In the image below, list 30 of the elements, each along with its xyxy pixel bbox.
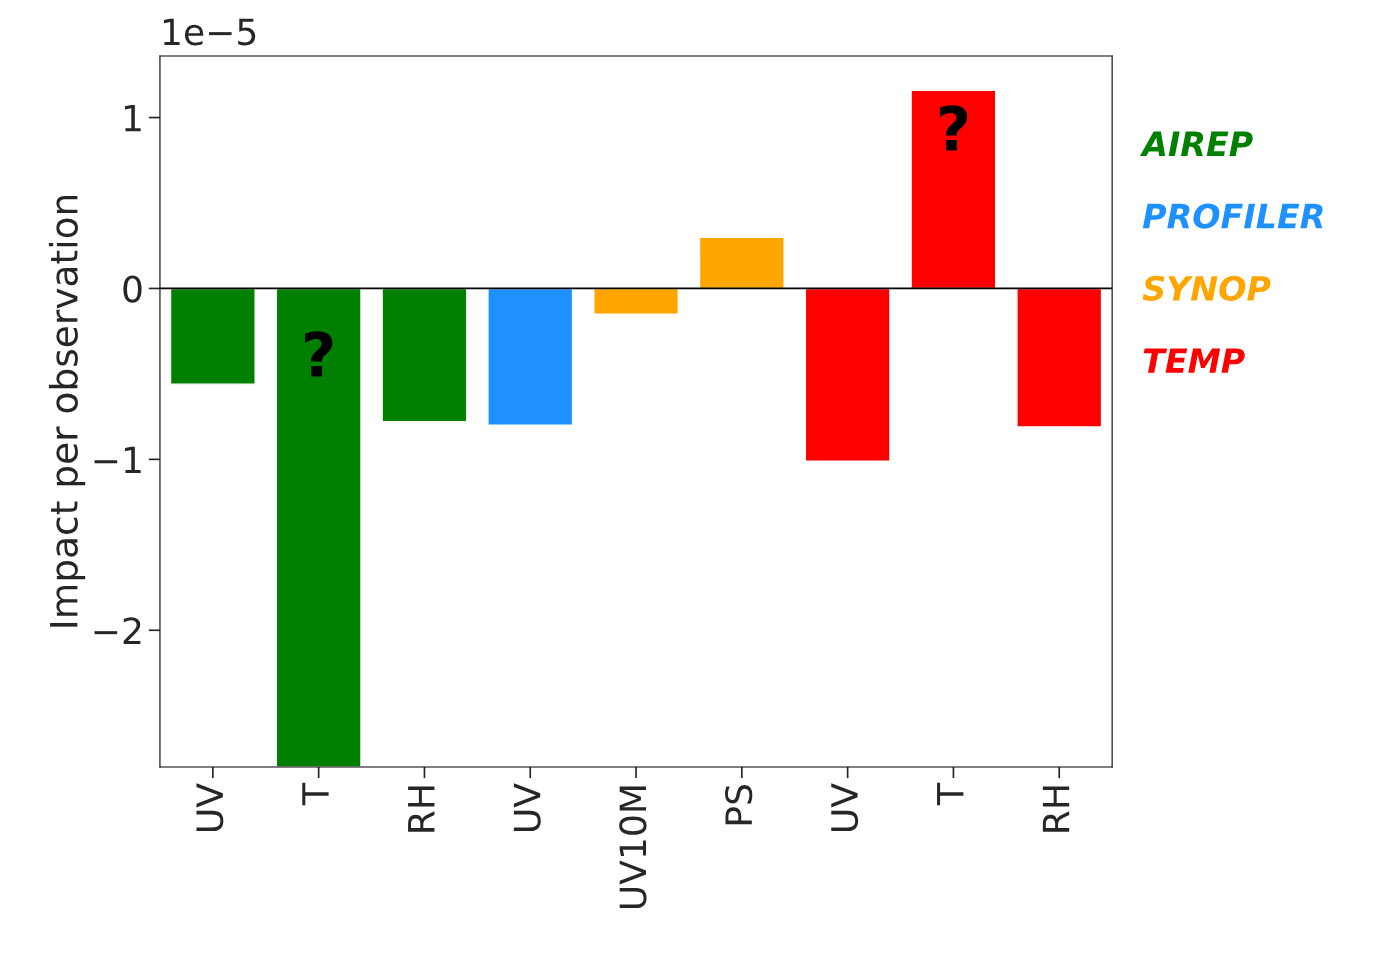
x-tick-label: RH xyxy=(408,786,435,832)
bar xyxy=(169,287,256,385)
y-tick-label: 1 xyxy=(124,104,141,132)
series-label: TEMP xyxy=(1143,348,1245,373)
text: 1e−5 xyxy=(163,18,256,46)
bar xyxy=(1016,287,1103,428)
x-tick-label: T xyxy=(937,782,964,806)
text: AIREP xyxy=(1139,131,1253,156)
x-tick-label: UV xyxy=(513,783,541,831)
bar xyxy=(487,287,574,426)
bar xyxy=(381,287,468,423)
text: SYNOP xyxy=(1142,275,1271,301)
x-tick-label: UV xyxy=(196,783,224,831)
bar xyxy=(698,236,785,290)
bar xyxy=(910,89,997,290)
annotation: ? xyxy=(305,331,333,377)
x-tick-label: RH xyxy=(1042,786,1070,832)
y-tick-label: −1 xyxy=(94,446,141,474)
bar xyxy=(275,287,362,767)
x-tick-label: UV10M xyxy=(619,786,647,909)
x-tick-label: T xyxy=(302,782,329,806)
y-axis-title: Impact per observation xyxy=(48,195,86,627)
text: PROFILER xyxy=(1142,203,1323,229)
x-tick-label: UV xyxy=(831,783,859,831)
annotation: ? xyxy=(939,105,968,151)
x-tick-label: PS xyxy=(725,784,753,825)
y-tick-label: −2 xyxy=(94,617,141,644)
bar xyxy=(593,287,680,315)
y-tick-label: 0 xyxy=(123,275,142,303)
bar xyxy=(804,287,891,462)
